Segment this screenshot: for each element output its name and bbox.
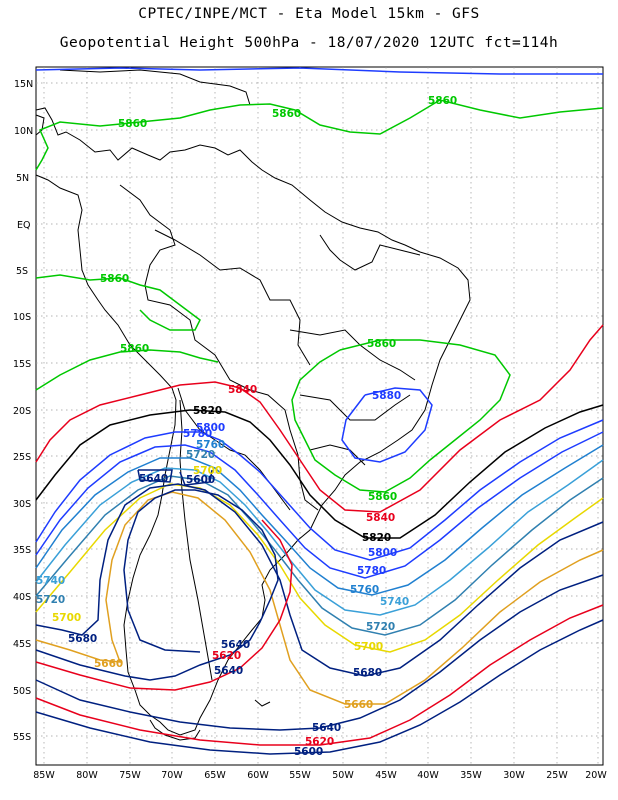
contour-label: 5780 [357, 565, 386, 577]
contour-label: 5600 [294, 746, 323, 758]
contour-label: 5860 [367, 338, 396, 350]
contour-label: 5740 [380, 596, 409, 608]
lon-label: 30W [503, 770, 525, 781]
lat-label: 55S [13, 732, 31, 743]
lat-label: 20S [13, 406, 31, 417]
contour-label: 5820 [193, 405, 222, 417]
contour-label: 5840 [228, 384, 257, 396]
contour-label: 5660 [94, 658, 123, 670]
contour-label: 5700 [354, 641, 383, 653]
lon-label: 70W [161, 770, 183, 781]
contour-label: 5680 [68, 633, 97, 645]
contour-label: 5720 [186, 449, 215, 461]
contour-label: 5700 [193, 465, 222, 477]
contour-label: 5640 [221, 639, 250, 651]
lat-label: 40S [13, 592, 31, 603]
lon-label: 75W [119, 770, 141, 781]
contour-label: 5640 [312, 722, 341, 734]
latitude-labels: 15N 10N 5N EQ 5S 10S 15S 20S 25S 30S 35S… [13, 79, 33, 743]
lat-label: 10S [13, 312, 31, 323]
lon-label: 65W [204, 770, 226, 781]
contour-label: 5860 [100, 273, 129, 285]
chart-title: CPTEC/INPE/MCT - Eta Model 15km - GFS [138, 6, 480, 22]
contour-label: 5720 [366, 621, 395, 633]
contour-label: 5620 [305, 736, 334, 748]
lat-label: 45S [13, 639, 31, 650]
lon-label: 25W [546, 770, 568, 781]
contour-label: 5600 [186, 474, 215, 486]
lon-label: 80W [76, 770, 98, 781]
contour-label: 5860 [120, 343, 149, 355]
contour-label: 5680 [353, 667, 382, 679]
contour-label: 5800 [196, 422, 225, 434]
contour-label: 5840 [366, 512, 395, 524]
lat-label: 5S [16, 266, 28, 277]
lon-label: 55W [289, 770, 311, 781]
lat-label: 35S [13, 545, 31, 556]
lat-label: 10N [14, 126, 33, 137]
lat-label: 15N [14, 79, 33, 90]
contour-label: 5660 [344, 699, 373, 711]
longitude-labels: 85W 80W 75W 70W 65W 60W 55W 50W 45W 40W … [33, 770, 607, 781]
contour-label: 5740 [36, 575, 65, 587]
contour-label: 5640 [214, 665, 243, 677]
contour-label: 5620 [212, 650, 241, 662]
lat-label: 5N [16, 173, 29, 184]
contour-lines [35, 67, 604, 755]
contour-label: 5860 [428, 95, 457, 107]
contour-label: 5720 [36, 594, 65, 606]
gridlines [36, 67, 603, 765]
contour-label: 5760 [350, 584, 379, 596]
lat-label: 25S [13, 452, 31, 463]
contour-label: 5860 [118, 118, 147, 130]
lat-label: 15S [13, 359, 31, 370]
contour-label: 5820 [362, 532, 391, 544]
contour-label: 5780 [183, 428, 212, 440]
lat-label: 50S [13, 686, 31, 697]
contour-label: 5860 [368, 491, 397, 503]
contour-label: 5860 [272, 108, 301, 120]
lon-label: 60W [247, 770, 269, 781]
chart-subtitle: Geopotential Height 500hPa - 18/07/2020 … [59, 35, 559, 51]
contour-label: 5640 [139, 473, 168, 485]
lon-label: 50W [332, 770, 354, 781]
lat-label: 30S [13, 499, 31, 510]
lon-label: 45W [375, 770, 397, 781]
lon-label: 20W [585, 770, 607, 781]
contour-label: 5700 [52, 612, 81, 624]
lat-label: EQ [17, 220, 30, 231]
contour-label: 5800 [368, 547, 397, 559]
lon-label: 40W [417, 770, 439, 781]
contour-label: 5760 [196, 439, 225, 451]
lon-label: 85W [33, 770, 55, 781]
contour-labels: 5860 5860 5860 5860 5860 5860 5860 5880 … [36, 95, 457, 758]
contour-label: 5880 [372, 390, 401, 402]
lon-label: 35W [460, 770, 482, 781]
